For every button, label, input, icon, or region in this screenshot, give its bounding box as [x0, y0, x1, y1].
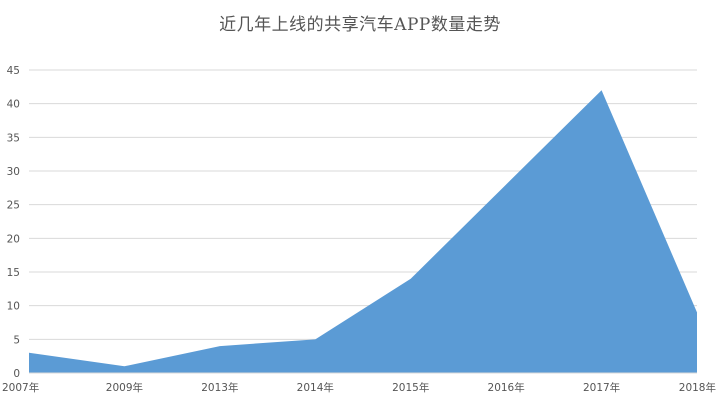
- x-tick-label: 2014年: [297, 381, 334, 394]
- y-tick-label: 45: [7, 65, 20, 77]
- y-axis-tick-labels: 0 5 10 15 20 25 30 35 40 45: [7, 65, 20, 380]
- x-tick-label: 2016年: [488, 381, 525, 394]
- y-tick-label: 10: [7, 301, 20, 313]
- y-tick-label: 40: [7, 99, 20, 111]
- area-fill: [29, 90, 697, 373]
- y-tick-label: 35: [7, 132, 20, 144]
- y-tick-label: 30: [7, 166, 20, 178]
- chart-title: 近几年上线的共享汽车APP数量走势: [219, 15, 501, 35]
- y-tick-label: 15: [7, 267, 20, 279]
- y-tick-label: 0: [13, 368, 20, 380]
- x-axis-tick-labels: 2007年 2009年 2013年 2014年 2015年 2016年 2017年 2018年: [2, 381, 716, 394]
- x-tick-label: 2018年: [679, 381, 716, 394]
- y-tick-label: 20: [7, 233, 20, 245]
- y-tick-label: 5: [13, 334, 20, 346]
- x-tick-label: 2017年: [583, 381, 620, 394]
- y-tick-label: 25: [7, 200, 20, 212]
- x-tick-label: 2007年: [2, 381, 39, 394]
- area-series: [28, 90, 698, 374]
- x-tick-label: 2013年: [201, 381, 238, 394]
- x-tick-label: 2009年: [106, 381, 143, 394]
- x-tick-label: 2015年: [392, 381, 429, 394]
